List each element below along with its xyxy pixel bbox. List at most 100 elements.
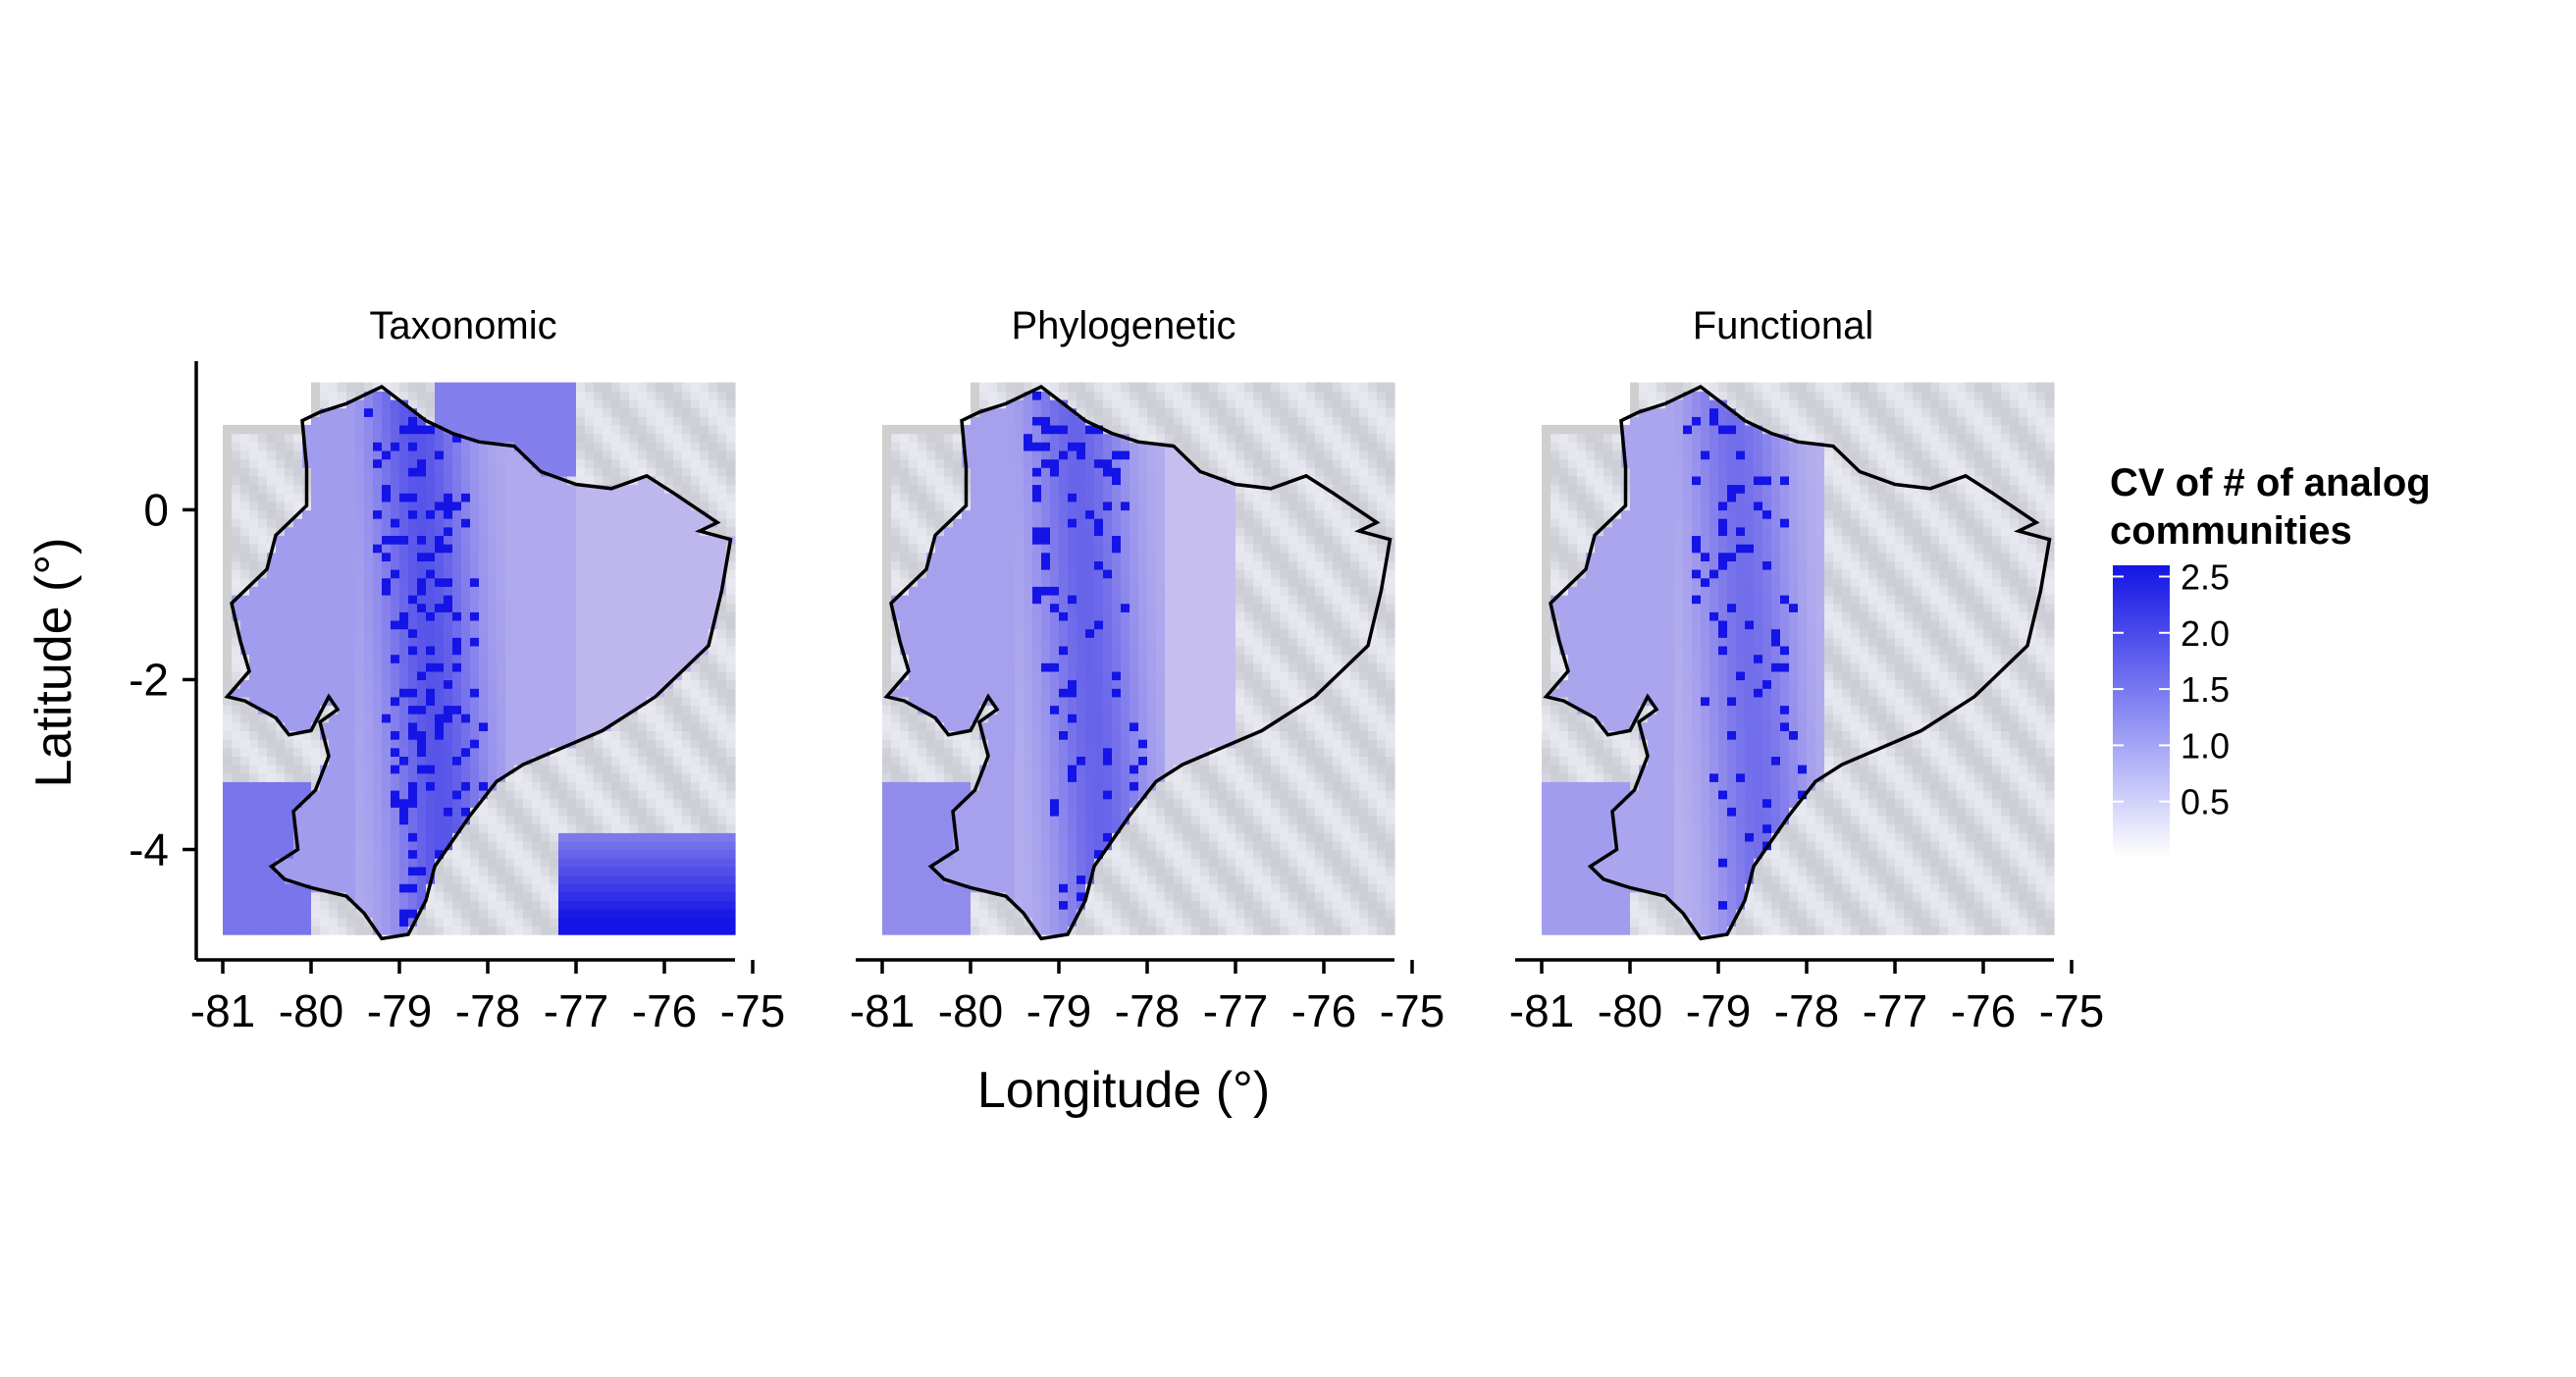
heatmap-cell — [944, 611, 954, 620]
heatmap-cell — [550, 655, 559, 663]
heatmap-cell — [285, 765, 294, 773]
heatmap-cell — [585, 832, 595, 841]
heatmap-cell — [682, 434, 692, 443]
heatmap-cell — [891, 553, 901, 561]
heatmap-cell — [576, 620, 586, 629]
heatmap-cell — [461, 858, 471, 867]
heatmap-cell — [497, 493, 506, 502]
heatmap-cell — [338, 765, 347, 773]
heatmap-cell — [682, 467, 692, 476]
heatmap-cell — [709, 841, 718, 850]
heatmap-cell — [497, 629, 506, 638]
heatmap-cell — [962, 824, 972, 833]
heatmap-cell — [399, 485, 409, 494]
heatmap-cell — [302, 578, 312, 587]
heatmap-cell — [258, 620, 268, 629]
heatmap-cell — [620, 408, 630, 417]
heatmap-cell — [997, 781, 1007, 790]
heatmap-cell — [417, 450, 427, 459]
heatmap-cell — [408, 560, 418, 569]
heatmap-cell — [682, 816, 692, 824]
heatmap-cell — [726, 493, 736, 502]
heatmap-cell — [891, 459, 901, 468]
heatmap-cell — [962, 655, 972, 663]
heatmap-cell — [576, 578, 586, 587]
heatmap-cell — [891, 578, 901, 587]
heatmap-cell — [900, 816, 910, 824]
heatmap-cell — [1006, 450, 1016, 459]
heatmap-cell — [918, 527, 927, 536]
heatmap-cell — [656, 527, 665, 536]
heatmap-cell — [355, 569, 365, 578]
heatmap-cell — [1032, 509, 1042, 518]
heatmap-cell — [258, 850, 268, 859]
heatmap-cell — [550, 509, 559, 518]
heatmap-cell — [971, 662, 980, 671]
heatmap-cell — [603, 629, 612, 638]
heatmap-cell — [302, 858, 312, 867]
heatmap-cell — [900, 781, 910, 790]
heatmap-cell — [470, 858, 480, 867]
heatmap-cell — [452, 918, 462, 927]
heatmap-cell — [691, 773, 701, 782]
heatmap-cell — [532, 790, 542, 799]
heatmap-cell — [497, 671, 506, 680]
heatmap-cell — [629, 671, 639, 680]
heatmap-cell — [514, 620, 524, 629]
heatmap-cell — [355, 705, 365, 714]
heatmap-cell — [1006, 799, 1016, 808]
heatmap-cell — [364, 408, 374, 417]
heatmap-cell — [320, 781, 330, 790]
heatmap-cell — [891, 748, 901, 757]
heatmap-cell — [656, 408, 665, 417]
heatmap-cell — [700, 629, 710, 638]
heatmap-cell — [435, 748, 445, 757]
heatmap-cell — [258, 680, 268, 689]
heatmap-cell — [523, 391, 533, 399]
heatmap-cell — [408, 739, 418, 748]
heatmap-cell — [320, 391, 330, 399]
heatmap-cell — [541, 714, 551, 722]
heatmap-cell — [1041, 611, 1051, 620]
heatmap-cell — [971, 858, 980, 867]
heatmap-cell — [944, 485, 954, 494]
heatmap-cell — [329, 655, 339, 663]
heatmap-cell — [470, 697, 480, 706]
heatmap-cell — [585, 892, 595, 901]
heatmap-cell — [479, 697, 489, 706]
heatmap-cell — [882, 544, 892, 553]
heatmap-cell — [338, 408, 347, 417]
heatmap-cell — [882, 493, 892, 502]
heatmap-cell — [918, 867, 927, 875]
heatmap-cell — [373, 807, 383, 816]
heatmap-cell — [249, 781, 259, 790]
heatmap-cell — [647, 493, 657, 502]
heatmap-cell — [479, 518, 489, 527]
heatmap-cell — [620, 824, 630, 833]
heatmap-cell — [935, 671, 945, 680]
heatmap-cell — [900, 604, 910, 612]
heatmap-cell — [550, 434, 559, 443]
heatmap-cell — [355, 493, 365, 502]
heatmap-cell — [944, 527, 954, 536]
heatmap-cell — [276, 637, 286, 646]
heatmap-cell — [408, 773, 418, 782]
heatmap-cell — [338, 442, 347, 450]
heatmap-cell — [664, 756, 674, 765]
heatmap-cell — [682, 705, 692, 714]
heatmap-cell — [541, 553, 551, 561]
heatmap-cell — [673, 459, 683, 468]
heatmap-cell — [1024, 560, 1033, 569]
heatmap-cell — [267, 655, 277, 663]
heatmap-cell — [249, 450, 259, 459]
heatmap-cell — [567, 799, 577, 808]
heatmap-cell — [918, 680, 927, 689]
heatmap-cell — [435, 671, 445, 680]
heatmap-cell — [1041, 502, 1051, 510]
heatmap-cell — [293, 518, 303, 527]
heatmap-cell — [629, 841, 639, 850]
heatmap-cell — [585, 697, 595, 706]
heatmap-cell — [891, 544, 901, 553]
heatmap-cell — [338, 425, 347, 434]
heatmap-cell — [882, 739, 892, 748]
